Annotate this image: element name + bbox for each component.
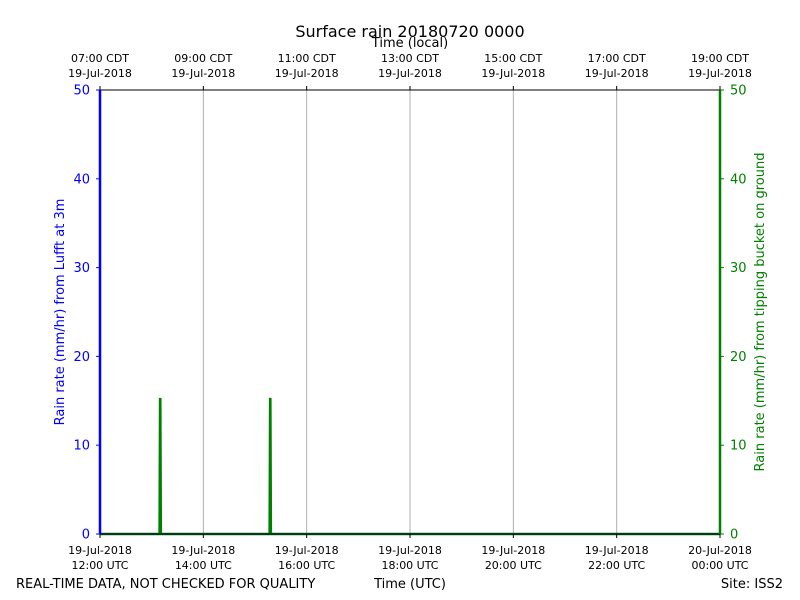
footer-site-label: Site: ISS2 bbox=[721, 577, 783, 592]
chart-title: Surface rain 20180720 0000 bbox=[295, 22, 524, 41]
gridlines bbox=[202, 90, 618, 534]
left-y-tick-label: 30 bbox=[73, 261, 90, 276]
left-y-tick-label: 0 bbox=[82, 528, 90, 543]
left-y-tick-label: 10 bbox=[73, 439, 90, 454]
x-tick-utc-date: 19-Jul-2018 bbox=[585, 544, 649, 557]
x-axis-label: Time (UTC) bbox=[373, 577, 446, 592]
x-tick-utc-date: 19-Jul-2018 bbox=[171, 544, 235, 557]
left-y-tick-label: 40 bbox=[73, 172, 90, 187]
left-y-tick-label: 20 bbox=[73, 350, 90, 365]
x-tick-local-time: 07:00 CDT bbox=[71, 52, 129, 65]
x-tick-utc-time: 00:00 UTC bbox=[691, 559, 748, 572]
x-tick-local-date: 19-Jul-2018 bbox=[481, 67, 545, 80]
left-y-tick-label: 50 bbox=[73, 84, 90, 99]
right-y-axis-label: Rain rate (mm/hr) from tipping bucket on… bbox=[753, 153, 768, 472]
x-tick-local-date: 19-Jul-2018 bbox=[275, 67, 339, 80]
x-tick-utc-time: 18:00 UTC bbox=[381, 559, 438, 572]
right-y-tick-label: 0 bbox=[730, 528, 738, 543]
right-y-tick-label: 50 bbox=[730, 84, 747, 99]
x-tick-utc-time: 22:00 UTC bbox=[588, 559, 645, 572]
x-tick-local-time: 13:00 CDT bbox=[381, 52, 439, 65]
x-tick-local-date: 19-Jul-2018 bbox=[378, 67, 442, 80]
x-tick-local-date: 19-Jul-2018 bbox=[68, 67, 132, 80]
x-tick-utc-date: 19-Jul-2018 bbox=[481, 544, 545, 557]
x-tick-local-time: 15:00 CDT bbox=[484, 52, 542, 65]
x-tick-local-date: 19-Jul-2018 bbox=[171, 67, 235, 80]
x-tick-utc-date: 19-Jul-2018 bbox=[68, 544, 132, 557]
x-tick-local-time: 19:00 CDT bbox=[691, 52, 749, 65]
right-y-tick-label: 10 bbox=[730, 439, 747, 454]
x-tick-local-time: 11:00 CDT bbox=[278, 52, 336, 65]
x-tick-utc-date: 20-Jul-2018 bbox=[688, 544, 752, 557]
footer-left-note: REAL-TIME DATA, NOT CHECKED FOR QUALITY bbox=[16, 577, 315, 592]
x-tick-local-date: 19-Jul-2018 bbox=[585, 67, 649, 80]
x-tick-local-date: 19-Jul-2018 bbox=[688, 67, 752, 80]
x-tick-utc-date: 19-Jul-2018 bbox=[378, 544, 442, 557]
axes-layer: 0 0 10 10 20 20 30 30 40 40 50 50 19-Jul-2018 12:00 U… bbox=[68, 52, 752, 572]
x-tick-local-time: 09:00 CDT bbox=[174, 52, 232, 65]
x-tick-utc-date: 19-Jul-2018 bbox=[275, 544, 339, 557]
x-tick-utc-time: 14:00 UTC bbox=[175, 559, 232, 572]
right-y-tick-label: 40 bbox=[730, 172, 747, 187]
left-y-axis-label: Rain rate (mm/hr) from Lufft at 3m bbox=[53, 199, 68, 426]
x-tick-utc-time: 12:00 UTC bbox=[71, 559, 128, 572]
x-tick-local-time: 17:00 CDT bbox=[588, 52, 646, 65]
x-tick-utc-time: 16:00 UTC bbox=[278, 559, 335, 572]
top-axis-label: Time (local) bbox=[371, 36, 448, 51]
right-y-tick-label: 20 bbox=[730, 350, 747, 365]
right-y-tick-label: 30 bbox=[730, 261, 747, 276]
x-tick-utc-time: 20:00 UTC bbox=[485, 559, 542, 572]
